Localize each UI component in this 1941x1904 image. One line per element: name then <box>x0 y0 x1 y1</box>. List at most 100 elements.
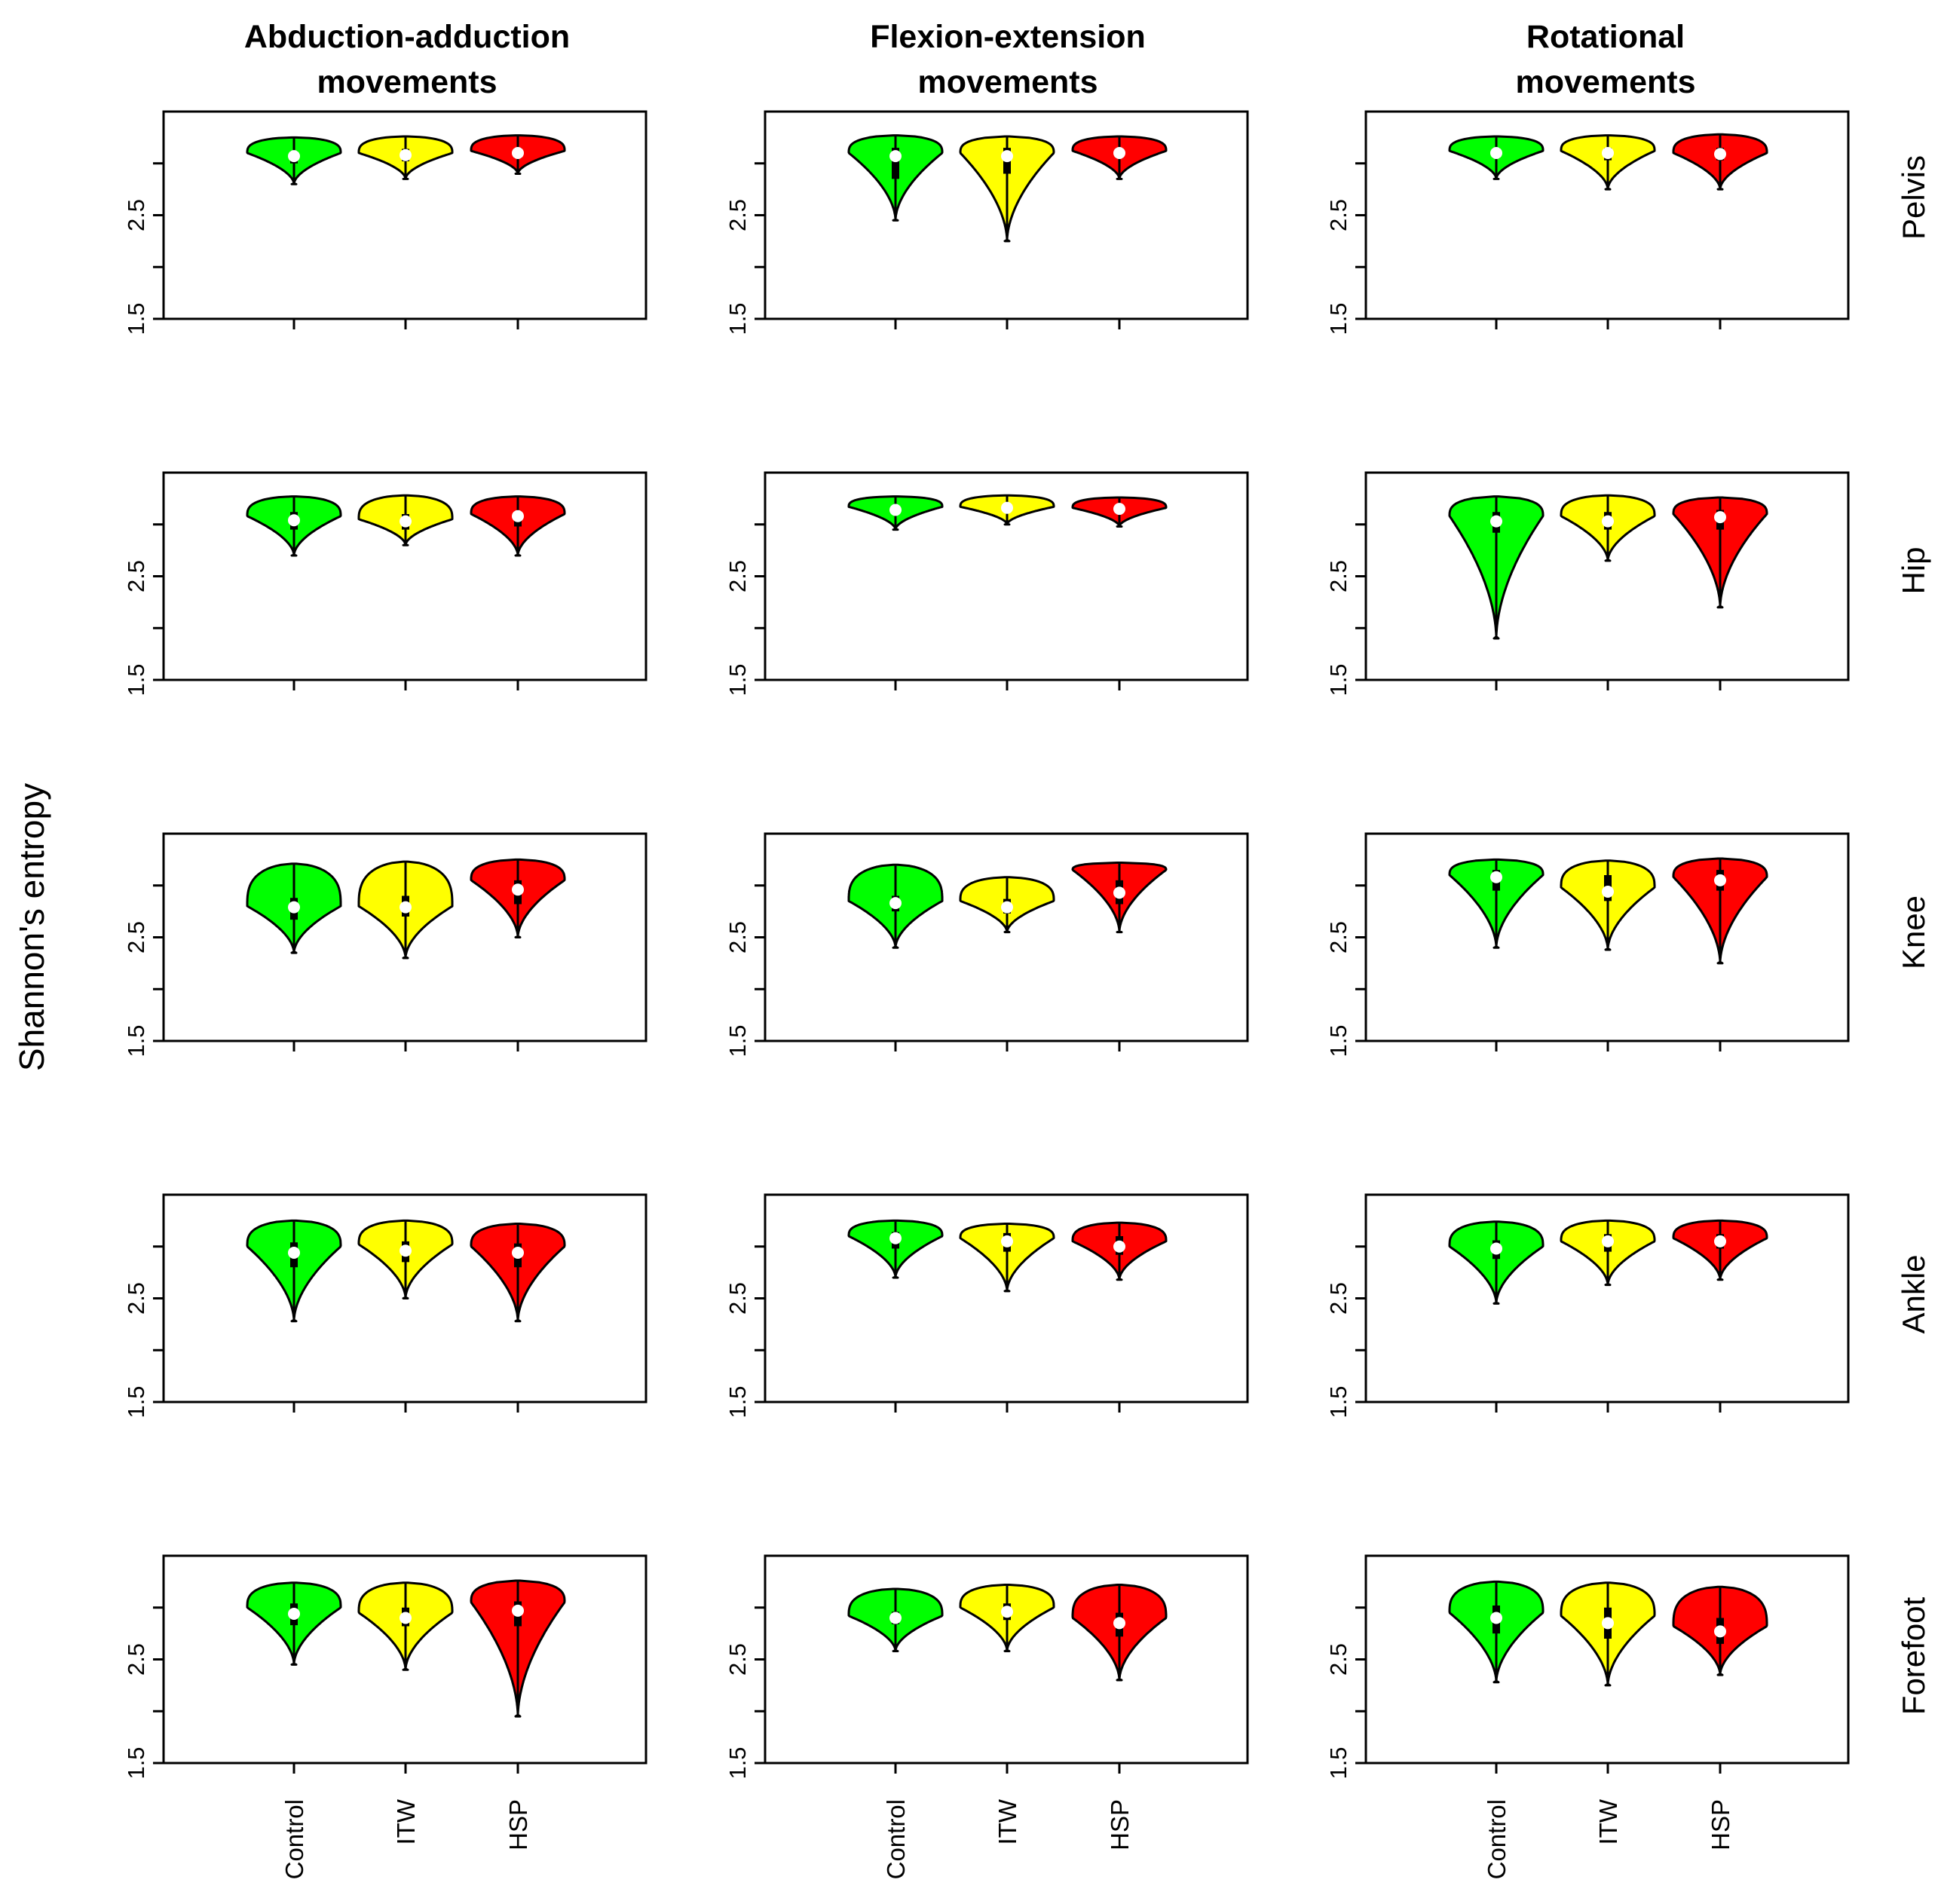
panel-knee-col2-ylabel-1: 2.5 <box>1325 921 1352 954</box>
panel-forefoot-col0-category-hsp: HSP <box>504 1799 532 1850</box>
violin-forefoot-col1-control <box>847 1587 944 1652</box>
panel-forefoot-col2-category-control: Control <box>1483 1799 1511 1879</box>
panel-forefoot-col2-category-itw: ITW <box>1594 1798 1622 1844</box>
panel-pelvis-col0-ylabel-1: 2.5 <box>123 199 149 231</box>
panel-hip-col0: 1.5 2.5 <box>123 471 648 696</box>
violin-pelvis-col2-itw-median <box>1602 147 1614 159</box>
violin-hip-col1-hsp <box>1071 496 1168 528</box>
violin-pelvis-col0-control <box>246 136 342 185</box>
violin-hip-col1-control <box>847 495 944 531</box>
violin-knee-col0-itw <box>357 860 454 960</box>
violin-forefoot-col1-itw <box>959 1584 1055 1652</box>
violin-forefoot-col1-hsp <box>1071 1584 1168 1682</box>
violin-ankle-col2-control-median <box>1490 1242 1502 1255</box>
violin-ankle-col0-control-median <box>288 1247 300 1259</box>
violin-ankle-col2-hsp-median <box>1714 1235 1726 1247</box>
col-title-0-line1: Abduction-adduction <box>244 19 570 55</box>
panel-hip-col0-ylabel-1: 2.5 <box>123 560 149 592</box>
panel-forefoot-col2-category-hsp: HSP <box>1707 1799 1734 1850</box>
violin-pelvis-col0-control-median <box>288 150 300 163</box>
violin-hip-col0-itw-median <box>400 515 412 528</box>
violin-pelvis-col1-control-box <box>892 148 899 179</box>
row-label-pelvis: Pelvis <box>1896 155 1931 240</box>
violin-pelvis-col1-hsp-median <box>1113 147 1125 159</box>
violin-forefoot-col0-control <box>246 1581 342 1666</box>
panel-forefoot-col1-ylabel-0: 1.5 <box>724 1746 751 1779</box>
panel-forefoot-col0-category-itw: ITW <box>392 1798 420 1844</box>
violin-ankle-col2-hsp <box>1672 1219 1768 1281</box>
panel-forefoot-col0-ylabel-0: 1.5 <box>123 1746 149 1779</box>
violin-pelvis-col1-hsp <box>1071 135 1168 180</box>
violin-knee-col0-itw-median <box>400 901 412 914</box>
panel-forefoot-col1-category-hsp: HSP <box>1106 1799 1134 1850</box>
violin-ankle-col0-itw <box>357 1219 454 1299</box>
panel-pelvis-col1: 1.5 2.5 <box>724 110 1249 335</box>
violin-forefoot-col1-control-median <box>889 1612 902 1624</box>
violin-hip-col1-itw <box>959 494 1055 526</box>
violin-knee-col0-hsp-median <box>512 883 524 896</box>
violin-pelvis-col1-control-median <box>889 150 902 163</box>
violin-ankle-col0-control <box>246 1219 342 1323</box>
violin-pelvis-col0-itw-median <box>400 148 412 161</box>
panel-knee-col2: 1.5 2.5 <box>1325 832 1850 1058</box>
violin-pelvis-col2-hsp <box>1672 133 1768 191</box>
row-label-forefoot: Forefoot <box>1896 1596 1931 1715</box>
panel-ankle-col2-ylabel-0: 1.5 <box>1325 1385 1352 1418</box>
violin-pelvis-col2-control-median <box>1490 147 1502 159</box>
row-label-hip: Hip <box>1896 546 1931 594</box>
violin-hip-col2-hsp <box>1672 496 1768 609</box>
violin-knee-col0-control-median <box>288 901 300 914</box>
row-label-ankle: Ankle <box>1896 1254 1931 1333</box>
violin-knee-col1-itw <box>959 876 1055 934</box>
violin-hip-col2-control-median <box>1490 515 1502 528</box>
panel-ankle-col2: 1.5 2.5 <box>1325 1193 1850 1419</box>
violin-knee-col2-hsp-median <box>1714 874 1726 886</box>
panel-pelvis-col0-ylabel-0: 1.5 <box>123 302 149 335</box>
panel-pelvis-col2-ylabel-1: 2.5 <box>1325 199 1352 231</box>
violin-pelvis-col2-hsp-median <box>1714 148 1726 161</box>
panel-forefoot-col1: 1.5 2.5 Control ITW HSP <box>724 1554 1249 1879</box>
violin-ankle-col0-hsp <box>470 1223 566 1323</box>
violin-knee-col1-control-median <box>889 897 902 910</box>
violin-ankle-col1-control <box>847 1219 944 1279</box>
violin-knee-col1-hsp <box>1071 862 1168 934</box>
panel-grid: 1.5 2.5 1.5 2.5 1.5 2.5 1.5 2.5 1.5 2.5 1.5 2.5 1.5 2… <box>123 110 1850 1879</box>
violin-hip-col2-hsp-median <box>1714 511 1726 524</box>
violin-knee-col2-itw <box>1560 859 1656 951</box>
violin-pelvis-col1-control <box>847 134 944 222</box>
panel-knee-col1-ylabel-0: 1.5 <box>724 1024 751 1057</box>
panel-pelvis-col0: 1.5 2.5 <box>123 110 648 335</box>
violin-forefoot-col0-hsp <box>470 1579 566 1718</box>
violin-hip-col1-hsp-median <box>1113 503 1125 516</box>
violin-ankle-col0-hsp-median <box>512 1247 524 1259</box>
violin-knee-col1-control <box>847 863 944 949</box>
violin-forefoot-col0-itw-median <box>400 1612 412 1624</box>
panel-knee-col0: 1.5 2.5 <box>123 832 648 1058</box>
panel-knee-col0-ylabel-0: 1.5 <box>123 1024 149 1057</box>
violin-ankle-col1-hsp-median <box>1113 1240 1125 1253</box>
panel-ankle-col0-ylabel-1: 2.5 <box>123 1282 149 1315</box>
violin-ankle-col1-hsp <box>1071 1221 1168 1281</box>
panel-hip-col2: 1.5 2.5 <box>1325 471 1850 696</box>
col-title-2-line2: movements <box>1516 64 1696 100</box>
violin-knee-col2-control <box>1448 858 1545 949</box>
violin-hip-col0-hsp-median <box>512 510 524 522</box>
panel-hip-col2-ylabel-0: 1.5 <box>1325 663 1352 696</box>
violin-forefoot-col2-control <box>1448 1580 1545 1684</box>
violin-pelvis-col0-hsp-median <box>512 147 524 159</box>
panel-pelvis-col1-ylabel-0: 1.5 <box>724 302 751 335</box>
panel-forefoot-col0-category-control: Control <box>280 1799 308 1879</box>
panel-knee-col1-ylabel-1: 2.5 <box>724 921 751 954</box>
violin-pelvis-col1-itw-median <box>1001 150 1013 163</box>
violin-knee-col1-itw-median <box>1001 901 1013 914</box>
y-axis-label: Shannon's entropy <box>12 783 51 1071</box>
violin-knee-col1-hsp-median <box>1113 886 1125 899</box>
violin-ankle-col1-itw-median <box>1001 1235 1013 1247</box>
row-label-knee: Knee <box>1896 895 1931 969</box>
panel-pelvis-col1-ylabel-1: 2.5 <box>724 199 751 231</box>
panel-ankle-col2-ylabel-1: 2.5 <box>1325 1282 1352 1315</box>
violin-forefoot-col0-hsp-median <box>512 1604 524 1617</box>
violin-knee-col2-control-median <box>1490 871 1502 883</box>
violin-hip-col0-hsp <box>470 495 566 557</box>
panel-ankle-col0-ylabel-0: 1.5 <box>123 1385 149 1418</box>
